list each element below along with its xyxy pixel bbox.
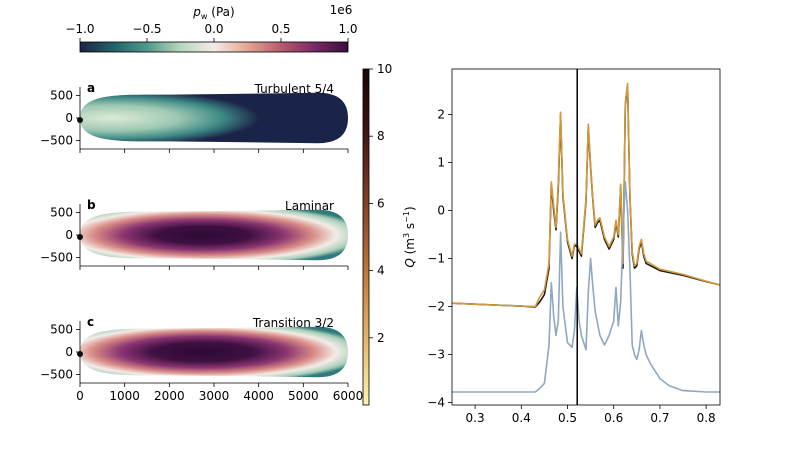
panel-b: 500 0 −500 b Laminar [40, 198, 349, 270]
panel-a-ytick-label: 500 [50, 89, 73, 103]
panel-a-field [80, 92, 348, 144]
panel-c-ytick-label: 0 [65, 345, 73, 359]
top-colorbar-scale-label: 1e6 [330, 3, 353, 17]
panel-a-letter: a [87, 81, 95, 95]
right-colorbar-tick-label: 2 [377, 331, 385, 345]
top-colorbar-ticks: −1.0 −0.5 0.0 0.5 1.0 [65, 22, 358, 42]
panel-c-xtick-label: 0 [76, 389, 84, 403]
line-xtick-label: 0.7 [650, 411, 669, 425]
line-chart-ticks: 0.3 0.4 0.5 0.6 0.7 0.8 −4 −3 −2 −1 0 1 2 [427, 108, 715, 425]
top-colorbar-label: pw (Pa) [192, 5, 234, 21]
line-ytick-label: −4 [427, 396, 445, 410]
panel-c-ytick-label: −500 [40, 368, 73, 382]
line-ytick-label: −3 [427, 348, 445, 362]
line-chart-frame [451, 68, 721, 406]
top-colorbar-tick-label: −0.5 [132, 22, 161, 36]
panel-c-xtick-label: 1000 [109, 389, 140, 403]
line-series-group [452, 82, 720, 393]
top-colorbar-bar [79, 41, 349, 53]
top-colorbar: pw (Pa) 1e6 −1.0 −0.5 0.0 0.5 1.0 [65, 3, 358, 53]
top-colorbar-tick-label: 0.0 [204, 22, 223, 36]
panel-b-ytick-label: 0 [65, 228, 73, 242]
panel-b-ytick-label: 500 [50, 206, 73, 220]
panel-c-xtick-label: 4000 [243, 389, 274, 403]
right-colorbar-ticks: 2 4 6 8 10 [369, 62, 392, 345]
line-series-1 [452, 82, 720, 308]
right-colorbar: 2 4 6 8 10 [362, 62, 392, 406]
panel-a-ytick-label: 0 [65, 111, 73, 125]
panel-c-xtick-label: 2000 [154, 389, 185, 403]
panel-c-ytick-label: 500 [50, 323, 73, 337]
right-colorbar-bar [362, 68, 370, 406]
line-xtick-label: 0.3 [466, 411, 485, 425]
top-colorbar-tick-label: 1.0 [338, 22, 357, 36]
panel-a-ytick-label: −500 [40, 134, 73, 148]
line-chart-ylabel: Q (m3 s−1) [402, 206, 417, 267]
line-xtick-label: 0.8 [697, 411, 716, 425]
panel-c-title: Transition 3/2 [252, 316, 334, 330]
top-colorbar-tick-label: 0.5 [271, 22, 290, 36]
panel-c-xtick-label: 3000 [199, 389, 230, 403]
panel-b-letter: b [87, 198, 96, 212]
line-ytick-label: −1 [427, 252, 445, 266]
panel-b-ytick-label: −500 [40, 251, 73, 265]
right-colorbar-tick-label: 8 [377, 129, 385, 143]
panel-c-xtick-label: 5000 [288, 389, 319, 403]
panel-a: 500 0 −500 a Turbulent 5/4 [40, 81, 349, 153]
line-ytick-label: 1 [437, 156, 445, 170]
line-xtick-label: 0.5 [558, 411, 577, 425]
line-xtick-label: 0.4 [512, 411, 531, 425]
panel-b-title: Laminar [285, 199, 334, 213]
line-ytick-label: 0 [437, 204, 445, 218]
panel-c-xtick-label: 6000 [333, 389, 364, 403]
panel-c-field [80, 326, 348, 378]
top-colorbar-tick-label: −1.0 [65, 22, 94, 36]
line-series-2 [452, 181, 720, 393]
line-ytick-label: −2 [427, 300, 445, 314]
panel-a-title: Turbulent 5/4 [254, 82, 334, 96]
line-chart: 0.3 0.4 0.5 0.6 0.7 0.8 −4 −3 −2 −1 0 1 2 Q (m3 s−1) [402, 68, 721, 425]
line-xtick-label: 0.6 [604, 411, 623, 425]
line-ytick-label: 2 [437, 108, 445, 122]
right-colorbar-tick-label: 10 [377, 62, 392, 76]
right-colorbar-tick-label: 6 [377, 196, 385, 210]
panel-c-letter: c [87, 315, 94, 329]
right-colorbar-tick-label: 4 [377, 264, 385, 278]
panel-b-field [80, 209, 348, 261]
